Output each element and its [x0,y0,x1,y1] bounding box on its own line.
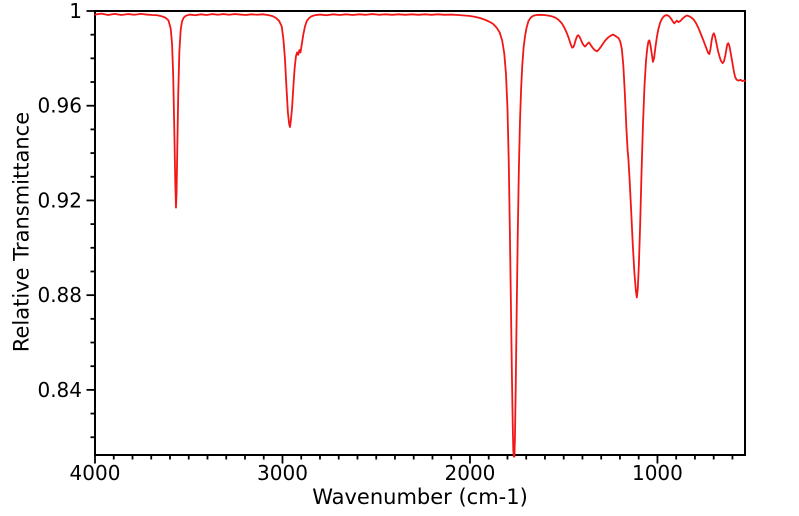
x-tick-label: 1000 [632,461,683,485]
y-tick-label: 0.96 [37,94,82,118]
y-tick-label: 0.88 [37,283,82,307]
x-tick-label: 4000 [70,461,121,485]
x-tick-label: 2000 [445,461,496,485]
y-tick-label: 0.84 [37,378,82,402]
y-tick-label: 1 [69,0,82,23]
spectrum-line [94,12,746,458]
plot-border [94,10,746,456]
y-axis-label: Relative Transmittance [9,111,34,353]
y-tick-label: 0.92 [37,188,82,212]
x-axis-label: Wavenumber (cm-1) [312,485,528,509]
x-tick-label: 3000 [257,461,308,485]
